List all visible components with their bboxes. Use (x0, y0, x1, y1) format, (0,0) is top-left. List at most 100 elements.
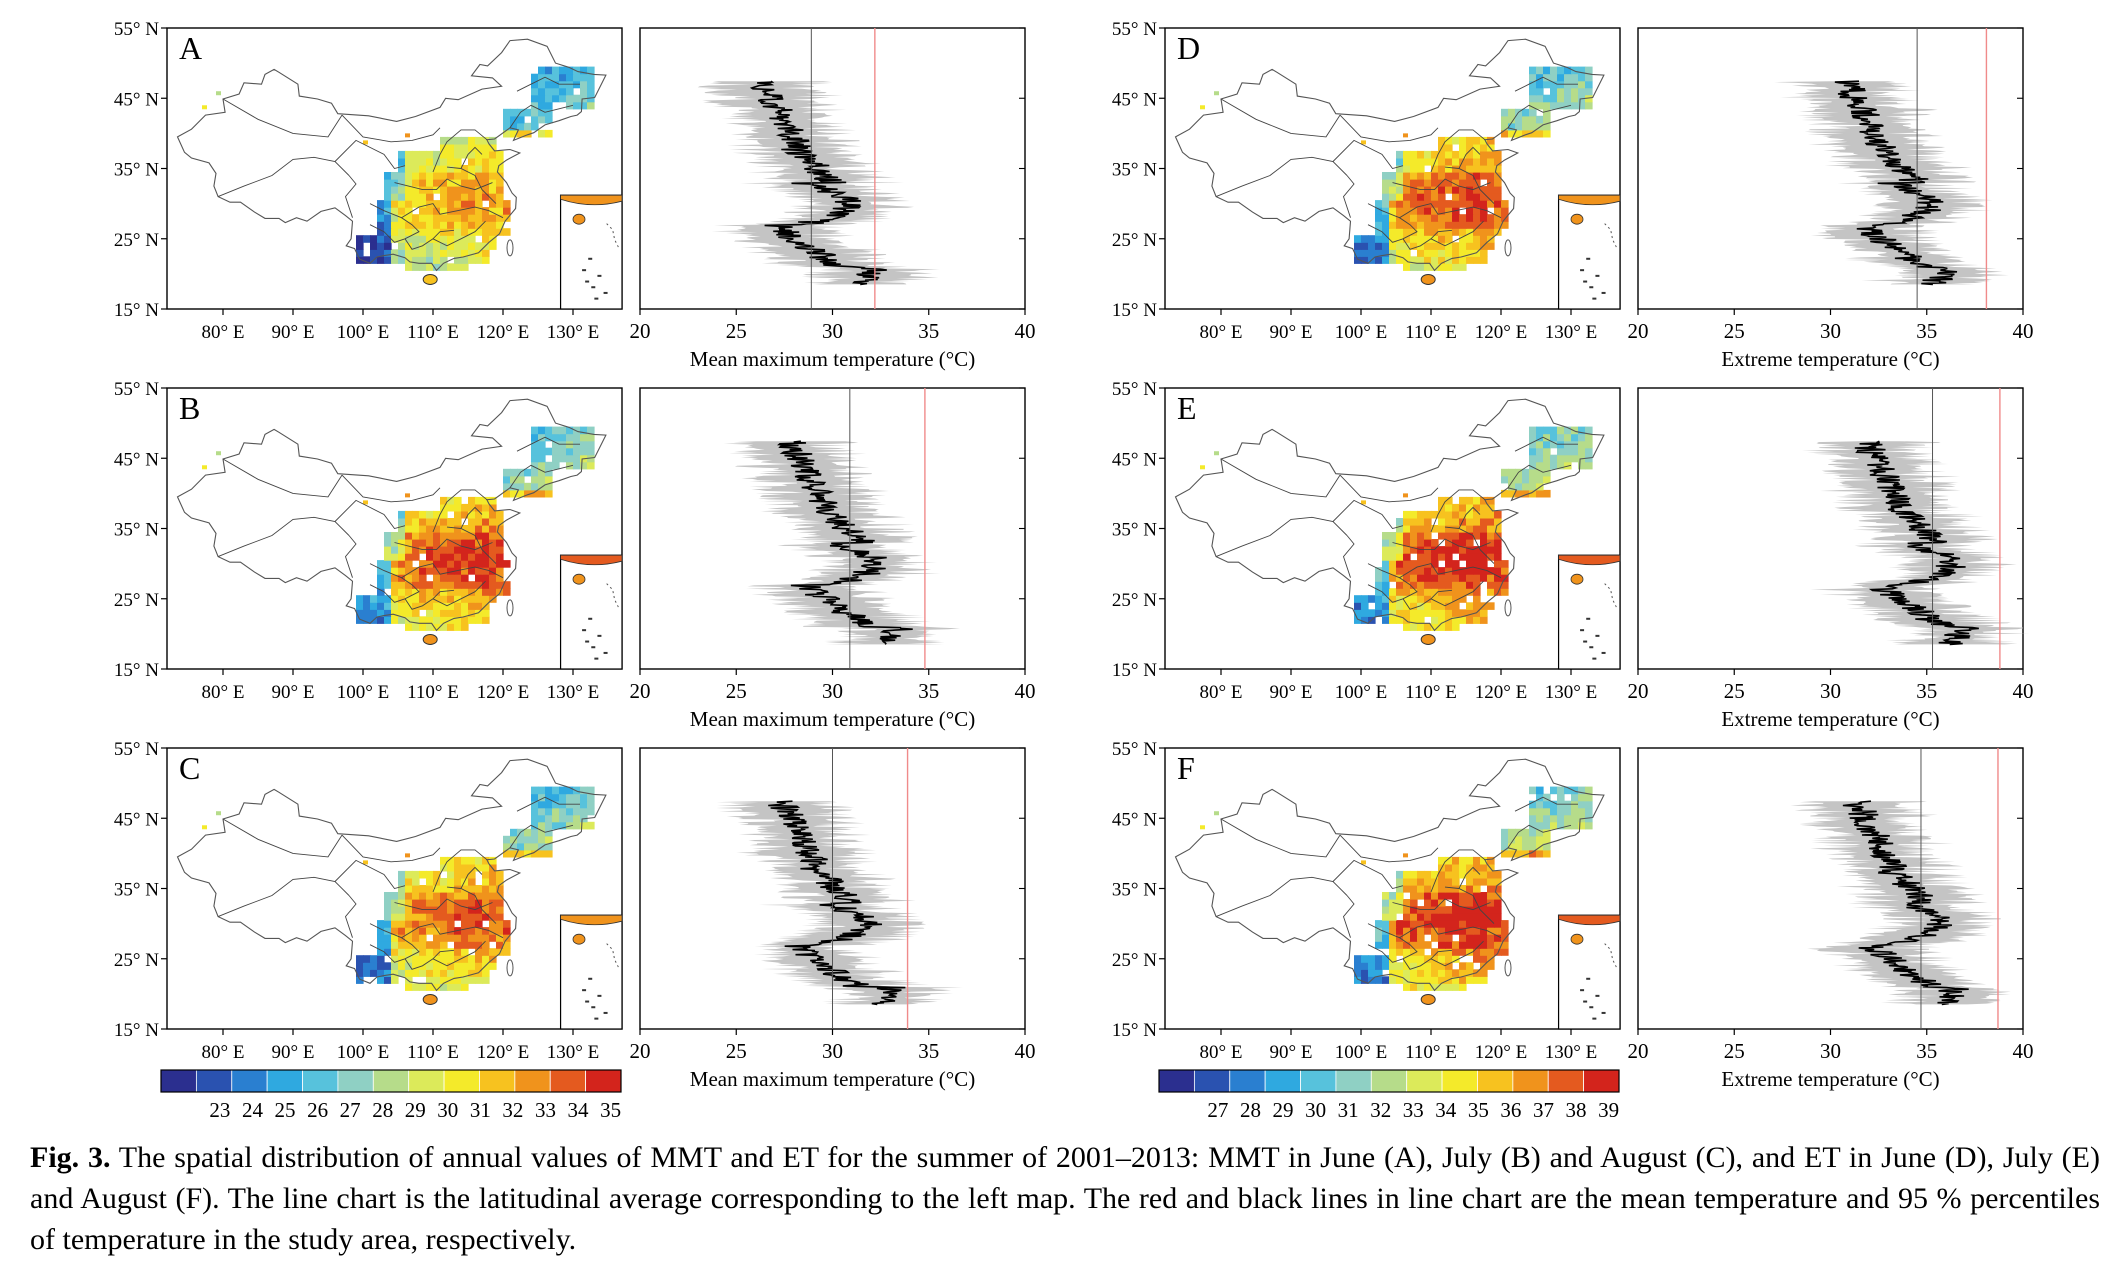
temperature-cell (1389, 532, 1397, 540)
temperature-cell (1473, 136, 1481, 145)
temperature-cell (1459, 976, 1467, 984)
temperature-cell (587, 821, 595, 830)
colorbar-swatch (1441, 1069, 1478, 1093)
temperature-cell (1424, 172, 1432, 180)
temperature-cell (454, 588, 462, 596)
temperature-cell (1410, 913, 1418, 921)
temperature-cell (377, 962, 385, 970)
temperature-cell (1459, 235, 1467, 243)
temperature-cell (482, 143, 490, 152)
temperature-cell (559, 426, 567, 435)
temperature-cell (496, 934, 504, 942)
temperature-cell (482, 546, 490, 554)
temperature-cell (426, 885, 434, 893)
temperature-cell (1564, 426, 1572, 435)
temperature-cell (1515, 849, 1523, 858)
temperature-cell (489, 885, 497, 893)
temperature-cell (1571, 447, 1579, 456)
temperature-cell (1473, 560, 1481, 568)
temperature-cell (377, 207, 385, 215)
temperature-cell (489, 567, 497, 575)
x-tick-label: 35 (918, 319, 939, 343)
temperature-cell (1452, 595, 1460, 603)
temperature-cell (440, 962, 448, 970)
inset-frame (1557, 194, 1621, 310)
temperature-cell (447, 870, 455, 879)
temperature-cell (468, 616, 476, 624)
temperature-cell (1431, 969, 1439, 977)
temperature-cell (1459, 616, 1467, 624)
temperature-cell (1550, 66, 1558, 75)
temperature-cell (1417, 574, 1425, 582)
temperature-cell (1445, 136, 1453, 145)
temperature-cell (426, 878, 434, 886)
temperature-cell (447, 948, 455, 956)
temperature-cell (461, 256, 469, 264)
temperature-cell (1382, 242, 1390, 250)
temperature-cell (405, 948, 413, 956)
temperature-cell (1466, 249, 1474, 257)
temperature-cell (447, 906, 455, 914)
temperature-cell (447, 913, 455, 921)
temperature-cell (1473, 235, 1481, 243)
temperature-cell (524, 849, 532, 858)
temperature-cell (433, 885, 441, 893)
temperature-cell (1459, 588, 1467, 596)
temperature-cell (1361, 235, 1369, 243)
temperature-cell (1389, 256, 1397, 264)
temperature-cell (489, 242, 497, 250)
colorbar-label: 27 (1207, 1098, 1228, 1122)
temperature-cell (1536, 115, 1544, 124)
temperature-cell (391, 962, 399, 970)
temperature-cell (1403, 193, 1411, 201)
temperature-cell (496, 158, 504, 166)
lon-tick-label: 120° E (477, 682, 529, 703)
temperature-cell (496, 553, 504, 561)
temperature-cell (1487, 186, 1495, 194)
temperature-cell (433, 510, 441, 519)
map-d: D55° N45° N35° N25° N15° N80° E 90° E 100°… (1112, 19, 1621, 343)
temperature-cell (384, 193, 392, 201)
temperature-cell (1501, 129, 1509, 138)
lon-tick-label: 130° E (547, 682, 599, 703)
inset-island (585, 1000, 590, 1003)
temperature-cell (412, 609, 420, 617)
temperature-cell (1480, 256, 1488, 264)
temperature-cell (1403, 158, 1411, 166)
temperature-cell (454, 899, 462, 907)
lat-tick-label: 45° N (114, 809, 159, 830)
temperature-cell (426, 560, 434, 568)
temperature-cell (566, 814, 574, 823)
temperature-cell (461, 510, 469, 519)
temperature-cell (1480, 214, 1488, 222)
temperature-cell (1438, 214, 1446, 222)
temperature-cell (538, 835, 546, 844)
temperature-cell (482, 609, 490, 617)
temperature-cell (1382, 899, 1390, 907)
temperature-cell (531, 115, 539, 124)
temperature-cell (475, 553, 483, 561)
temperature-cell (1459, 913, 1467, 921)
temperature-cell (384, 913, 392, 921)
lon-tick-label: 100° E (1335, 1042, 1387, 1063)
temperature-cell (1543, 426, 1551, 435)
temperature-cell (1494, 221, 1502, 229)
temperature-cell (503, 214, 511, 222)
x-tick-label: 30 (1820, 1039, 1841, 1063)
temperature-cell (398, 179, 406, 187)
temperature-cell (1459, 574, 1467, 582)
temperature-cell (1417, 510, 1425, 519)
temperature-cell (1466, 878, 1474, 886)
latitude-profile-line (1854, 440, 1979, 646)
province-boundary (1430, 220, 1484, 247)
temperature-cell (1438, 242, 1446, 250)
temperature-cell (1389, 235, 1397, 243)
temperature-cell (1522, 842, 1530, 851)
temperature-cell (1452, 885, 1460, 893)
temperature-cell (405, 193, 413, 201)
temperature-cell (454, 976, 462, 984)
temperature-cell (1431, 179, 1439, 187)
temperature-cell (1571, 821, 1579, 830)
temperature-cell (1354, 962, 1362, 970)
inset-island (1589, 646, 1594, 649)
